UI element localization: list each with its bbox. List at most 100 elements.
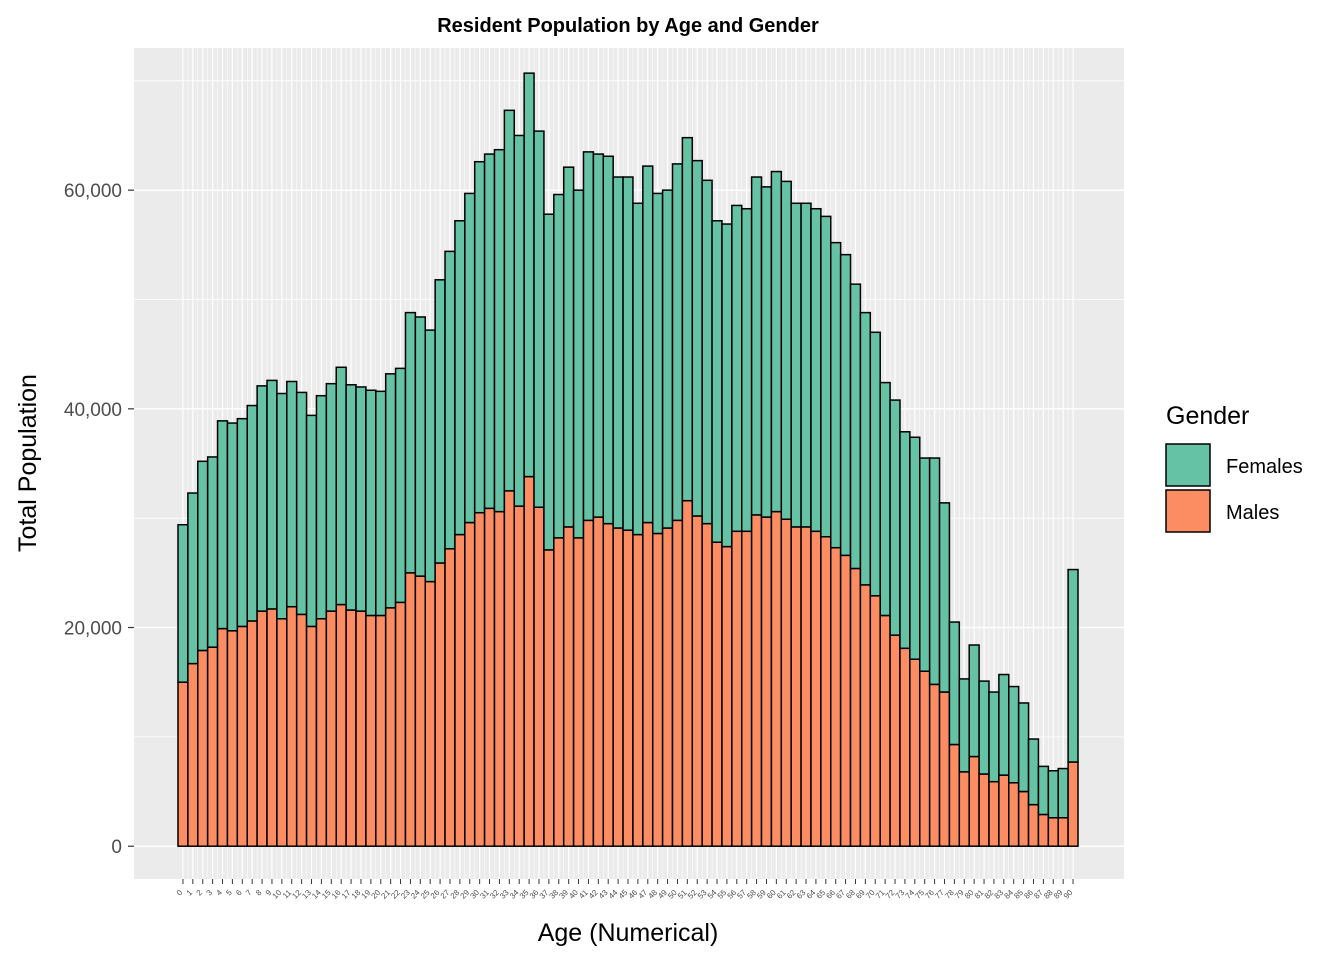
x-axis-label: Age (Numerical) bbox=[538, 919, 719, 947]
bar-males-age-12 bbox=[295, 613, 308, 847]
y-tick-label: 0 bbox=[111, 837, 122, 858]
bar-females-age-63 bbox=[800, 202, 812, 528]
bar-males-age-54 bbox=[711, 541, 723, 847]
bar-females-age-22 bbox=[394, 367, 407, 604]
bar-females-age-85 bbox=[1017, 702, 1030, 793]
bar-males-age-2 bbox=[197, 649, 209, 847]
bar-females-age-61 bbox=[780, 180, 792, 521]
bar-males-age-89 bbox=[1057, 817, 1069, 847]
bar-females-age-13 bbox=[305, 414, 318, 628]
bar-males-age-35 bbox=[523, 475, 535, 847]
bar-females-age-73 bbox=[899, 431, 911, 650]
bar-males-age-33 bbox=[503, 490, 516, 847]
bar-males-age-36 bbox=[533, 506, 545, 847]
bar-males-age-6 bbox=[236, 625, 248, 847]
bar-males-age-43 bbox=[602, 522, 614, 847]
bar-males-age-88 bbox=[1047, 817, 1059, 847]
bar-males-age-9 bbox=[266, 608, 278, 847]
bar-males-age-57 bbox=[740, 530, 753, 847]
bar-females-age-81 bbox=[978, 680, 990, 775]
bar-males-age-59 bbox=[760, 516, 773, 847]
bar-females-age-11 bbox=[286, 380, 298, 608]
bar-females-age-50 bbox=[671, 163, 684, 522]
bar-females-age-5 bbox=[226, 422, 239, 632]
y-tick-label: 20,000 bbox=[64, 619, 122, 640]
bar-males-age-81 bbox=[978, 773, 990, 847]
bar-males-age-76 bbox=[928, 683, 941, 847]
bar-males-age-5 bbox=[226, 630, 239, 847]
bar-males-age-19 bbox=[365, 614, 377, 847]
bar-females-age-55 bbox=[721, 223, 733, 548]
bar-males-age-78 bbox=[948, 743, 961, 847]
bar-males-age-66 bbox=[829, 546, 842, 847]
bar-females-age-32 bbox=[493, 148, 506, 513]
bar-females-age-54 bbox=[711, 220, 723, 543]
bar-males-age-60 bbox=[770, 510, 783, 847]
bar-males-age-74 bbox=[909, 658, 921, 847]
bar-females-age-86 bbox=[1027, 738, 1040, 806]
bar-females-age-68 bbox=[849, 283, 862, 570]
bar-females-age-48 bbox=[651, 192, 664, 535]
bar-females-age-49 bbox=[661, 189, 674, 529]
bar-females-age-2 bbox=[197, 460, 209, 652]
bar-females-age-56 bbox=[731, 204, 743, 533]
bar-males-age-75 bbox=[919, 670, 931, 847]
bar-males-age-82 bbox=[988, 780, 1000, 847]
bar-males-age-68 bbox=[849, 567, 862, 847]
bar-males-age-37 bbox=[543, 549, 555, 847]
bar-females-age-88 bbox=[1047, 770, 1059, 819]
bar-males-age-69 bbox=[859, 584, 872, 847]
bar-males-age-22 bbox=[394, 601, 407, 847]
bar-females-age-8 bbox=[256, 385, 268, 612]
bar-males-age-24 bbox=[414, 575, 427, 847]
bar-females-age-44 bbox=[612, 176, 624, 529]
bar-females-age-75 bbox=[919, 457, 931, 672]
bar-males-age-55 bbox=[721, 545, 733, 847]
bar-males-age-39 bbox=[562, 526, 575, 847]
bar-females-age-33 bbox=[503, 109, 516, 492]
bar-males-age-45 bbox=[622, 529, 634, 847]
bar-males-age-7 bbox=[246, 620, 258, 847]
bar-males-age-32 bbox=[493, 510, 506, 847]
bar-males-age-29 bbox=[464, 521, 476, 847]
bars bbox=[177, 72, 1079, 847]
bar-males-age-18 bbox=[355, 610, 367, 847]
bar-females-age-89 bbox=[1057, 767, 1069, 819]
bar-males-age-23 bbox=[404, 572, 417, 847]
bar-females-age-39 bbox=[562, 166, 575, 528]
bar-females-age-1 bbox=[187, 492, 199, 665]
bar-females-age-28 bbox=[454, 220, 466, 536]
bar-females-age-42 bbox=[592, 153, 605, 518]
bar-females-age-82 bbox=[988, 691, 1000, 783]
bar-females-age-29 bbox=[464, 192, 476, 524]
bar-males-age-44 bbox=[612, 527, 624, 847]
bar-males-age-17 bbox=[345, 609, 357, 847]
bar-males-age-13 bbox=[305, 625, 318, 847]
bar-females-age-71 bbox=[879, 381, 891, 617]
x-axis: 0 1 2 3 4 5 6 7 8 9101112131415161718192021222324… bbox=[175, 879, 1075, 901]
bar-females-age-9 bbox=[266, 379, 278, 610]
bar-males-age-47 bbox=[642, 521, 654, 847]
x-tick-label: 8 bbox=[254, 888, 264, 898]
bar-females-age-70 bbox=[869, 331, 881, 597]
bar-females-age-46 bbox=[632, 202, 644, 536]
bar-females-age-20 bbox=[375, 390, 387, 617]
bar-males-age-58 bbox=[750, 514, 763, 847]
x-tick-label: 5 bbox=[224, 888, 234, 898]
bar-females-age-14 bbox=[315, 394, 328, 620]
bar-females-age-76 bbox=[928, 457, 941, 686]
bar-males-age-73 bbox=[899, 647, 911, 847]
bar-males-age-34 bbox=[513, 505, 525, 847]
bar-males-age-64 bbox=[810, 530, 822, 847]
bar-females-age-80 bbox=[968, 644, 980, 758]
bar-males-age-16 bbox=[335, 603, 347, 847]
bar-females-age-69 bbox=[859, 311, 872, 586]
bar-females-age-83 bbox=[998, 673, 1010, 776]
bar-males-age-38 bbox=[553, 537, 565, 847]
bar-females-age-25 bbox=[424, 329, 436, 583]
bar-females-age-59 bbox=[760, 186, 773, 518]
y-axis: 0 20,000 40,000 60,000 bbox=[64, 181, 134, 858]
bar-males-age-15 bbox=[325, 610, 337, 847]
bar-females-age-87 bbox=[1037, 765, 1050, 816]
bar-females-age-57 bbox=[740, 207, 753, 533]
